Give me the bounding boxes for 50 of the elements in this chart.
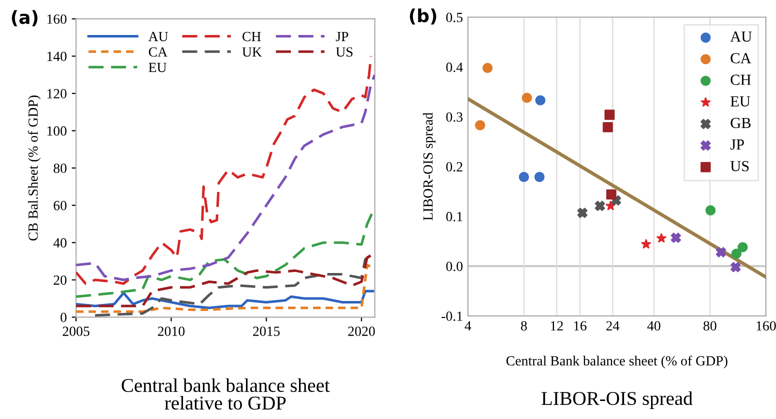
y-tick-label: 0.5	[446, 12, 463, 22]
y-tick-label: 140	[47, 52, 66, 62]
x-tick-label: 2005	[62, 326, 90, 336]
y-tick-label: 60	[54, 200, 66, 210]
x-tick-label: 160	[756, 321, 776, 331]
text: LIBOR-OIS spread	[542, 391, 693, 409]
y-axis-title: LIBOR-OIS spread	[422, 112, 436, 220]
line-series	[76, 264, 372, 313]
legend-label: US	[730, 161, 749, 172]
legend-label: JP	[730, 140, 744, 150]
x-tick-label: 2010	[158, 326, 185, 336]
y-axis-title: CB Bal.Sheet (% of GDP)	[28, 96, 41, 241]
x-tick-label: 8	[520, 321, 527, 331]
legend-label: CH	[242, 32, 261, 42]
text: (a)	[12, 10, 38, 26]
x-tick-label: 2015	[253, 326, 280, 336]
y-tick-label: 0.1	[446, 212, 462, 222]
legend-label: EU	[730, 96, 750, 107]
legend-label: CA	[148, 47, 168, 57]
legend-label: US	[336, 47, 353, 57]
x-tick-label: 2020	[348, 326, 375, 336]
legend-label: CH	[730, 74, 751, 85]
x-tick-label: 4	[464, 321, 472, 330]
y-tick-label: 0.0	[446, 262, 463, 272]
legend-label: EU	[148, 62, 166, 72]
x-axis-title: Central Bank balance sheet (% of GDP)	[506, 356, 728, 368]
y-tick-label: -0.1	[442, 312, 462, 321]
y-tick-label: 100	[47, 126, 66, 136]
legend-label: AU	[148, 32, 168, 42]
text: Central bank balance sheet relative to GDP	[122, 378, 330, 410]
y-tick-label: 80	[54, 164, 66, 173]
legend-label: CA	[730, 53, 752, 64]
legend-label: UK	[242, 47, 262, 57]
legend-label: GB	[730, 118, 751, 128]
y-tick-label: 40	[53, 238, 66, 248]
x-tick-label: 80	[704, 321, 716, 331]
x-tick-label: 16	[574, 321, 586, 331]
text: (b)	[410, 8, 436, 25]
x-tick-label: 12	[550, 321, 563, 330]
x-tick-label: 24	[606, 321, 620, 330]
y-tick-label: 0	[60, 312, 66, 322]
x-tick-label: 40	[647, 321, 660, 331]
y-tick-label: 0.3	[446, 112, 463, 122]
legend-label: JP	[336, 32, 348, 42]
legend-label: AU	[730, 32, 752, 42]
y-tick-label: 0.2	[446, 162, 462, 172]
y-tick-label: 160	[47, 14, 66, 24]
y-tick-label: 20	[54, 275, 66, 285]
y-tick-label: 0.4	[446, 62, 463, 72]
y-tick-label: 120	[47, 89, 66, 98]
